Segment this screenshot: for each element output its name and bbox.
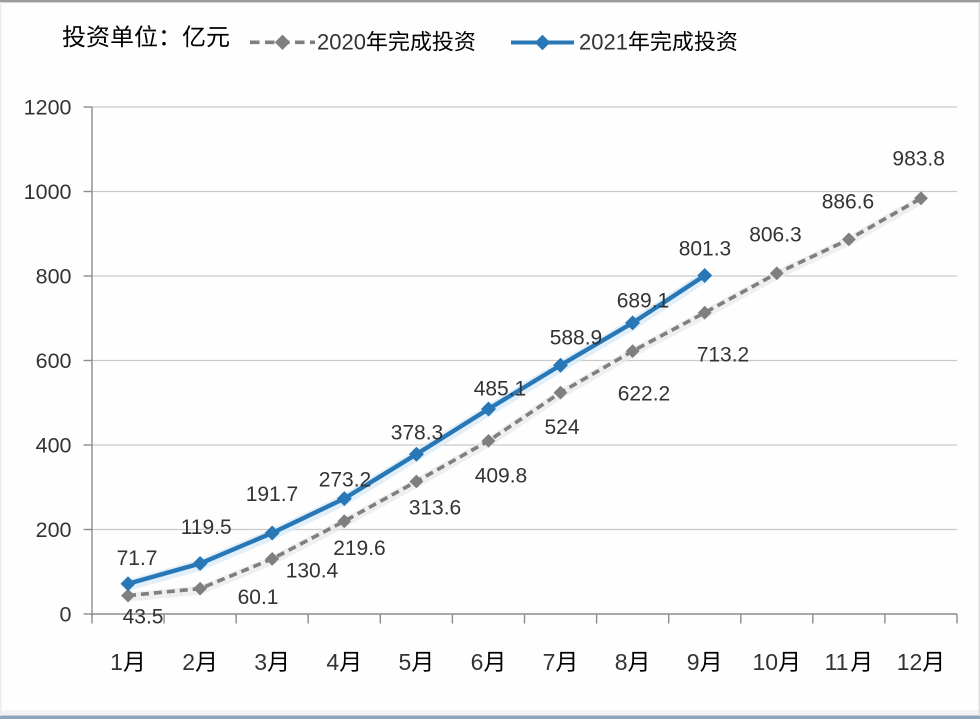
svg-text:7: 7 xyxy=(543,649,556,675)
svg-text:378.3: 378.3 xyxy=(391,422,444,445)
svg-text:130.4: 130.4 xyxy=(286,560,339,583)
svg-text:524: 524 xyxy=(545,416,580,439)
svg-text:1200: 1200 xyxy=(24,96,72,120)
svg-text:3: 3 xyxy=(254,649,267,675)
svg-text:313.6: 313.6 xyxy=(409,497,462,520)
svg-text:11: 11 xyxy=(825,649,849,675)
svg-text:801.3: 801.3 xyxy=(679,238,732,261)
svg-text:273.2: 273.2 xyxy=(319,468,372,491)
svg-text:2: 2 xyxy=(182,649,195,675)
svg-text:1000: 1000 xyxy=(24,180,72,204)
svg-text:8: 8 xyxy=(615,649,628,675)
svg-text:622.2: 622.2 xyxy=(618,383,671,406)
svg-text:800: 800 xyxy=(36,265,72,289)
svg-text:600: 600 xyxy=(36,349,72,373)
svg-text:588.9: 588.9 xyxy=(550,327,603,350)
svg-text:713.2: 713.2 xyxy=(697,344,750,367)
svg-text:6: 6 xyxy=(471,649,484,675)
svg-text:0: 0 xyxy=(60,603,72,627)
svg-text:71.7: 71.7 xyxy=(117,547,158,570)
svg-text:400: 400 xyxy=(36,434,72,458)
svg-text:806.3: 806.3 xyxy=(749,224,802,247)
svg-text:9: 9 xyxy=(687,649,700,675)
svg-text:10: 10 xyxy=(753,649,779,675)
svg-text:119.5: 119.5 xyxy=(181,516,232,539)
svg-text:689.1: 689.1 xyxy=(617,290,670,313)
svg-text:43.5: 43.5 xyxy=(123,606,164,629)
svg-text:4: 4 xyxy=(326,649,339,675)
svg-text:409.8: 409.8 xyxy=(475,465,528,488)
svg-text:219.6: 219.6 xyxy=(333,537,386,560)
svg-text:191.7: 191.7 xyxy=(246,483,299,506)
svg-text:200: 200 xyxy=(36,518,72,542)
svg-text:60.1: 60.1 xyxy=(238,586,279,609)
svg-text:2021: 2021 xyxy=(579,29,628,54)
svg-text:1: 1 xyxy=(110,649,123,675)
svg-text:983.8: 983.8 xyxy=(892,148,945,171)
svg-text:5: 5 xyxy=(399,649,412,675)
svg-text:2020: 2020 xyxy=(317,29,366,54)
svg-text:485.1: 485.1 xyxy=(474,378,527,401)
svg-text:886.6: 886.6 xyxy=(822,191,875,214)
svg-text:12: 12 xyxy=(897,649,923,675)
